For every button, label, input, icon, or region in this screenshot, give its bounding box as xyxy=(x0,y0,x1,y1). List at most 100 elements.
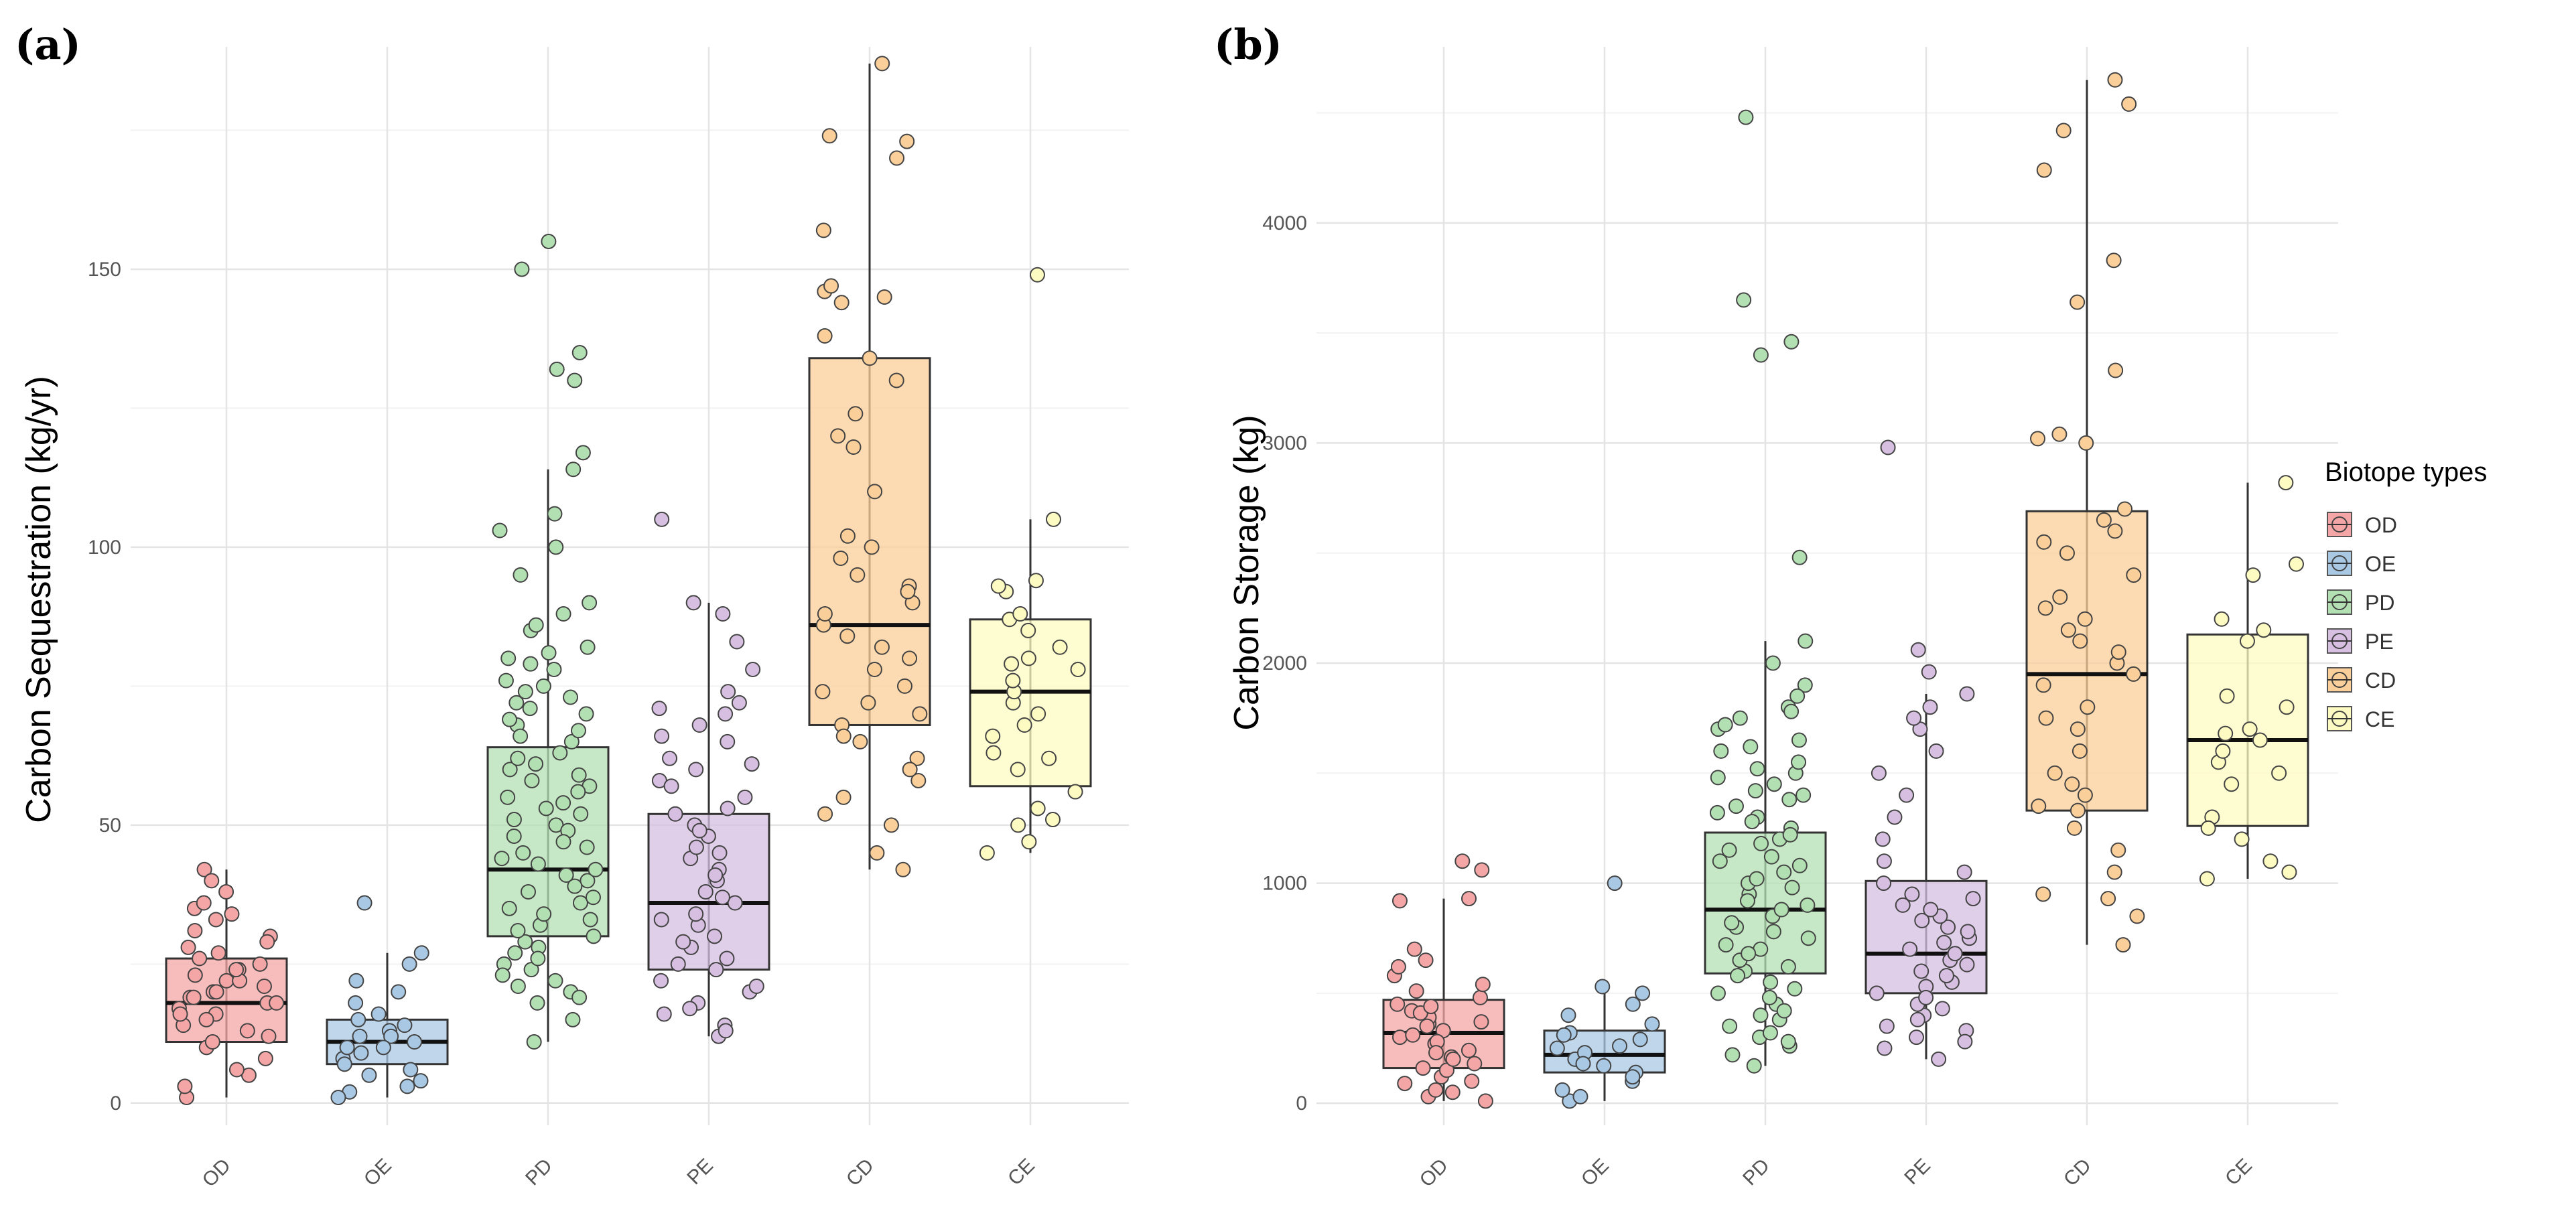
legend-label-ce: CE xyxy=(2365,707,2394,731)
data-point-cd xyxy=(910,772,927,788)
data-point-od xyxy=(1415,1060,1431,1076)
data-point-pe xyxy=(737,789,753,805)
data-point-od xyxy=(1408,983,1424,999)
data-point-pd xyxy=(500,789,516,805)
data-point-oe xyxy=(401,956,417,972)
data-point-pd xyxy=(1791,732,1807,748)
data-point-pd xyxy=(492,522,508,539)
data-point-ce xyxy=(1010,817,1026,833)
data-point-pd xyxy=(1782,827,1798,843)
data-point-od xyxy=(1473,1014,1489,1030)
x-tick-label-ce: CE xyxy=(1004,1155,1039,1190)
data-point-pe xyxy=(1960,924,1976,940)
data-point-cd xyxy=(867,484,883,500)
data-point-oe xyxy=(1575,1056,1591,1072)
data-point-pd xyxy=(523,656,539,672)
y-tick-label: 50 xyxy=(99,814,121,837)
x-tick-label-od: OD xyxy=(1416,1155,1452,1192)
data-point-cd xyxy=(2077,787,2093,803)
data-point-pd xyxy=(494,967,511,983)
data-point-ce xyxy=(1045,511,1061,527)
data-point-pe xyxy=(654,728,670,744)
data-point-pd xyxy=(541,645,557,661)
data-point-cd xyxy=(835,728,852,744)
data-point-cd xyxy=(835,789,852,805)
data-point-pd xyxy=(555,795,571,811)
data-point-pd xyxy=(1784,879,1800,896)
data-point-cd xyxy=(876,289,892,305)
data-point-ce xyxy=(2224,776,2240,792)
data-point-pe xyxy=(1947,946,1963,962)
data-point-pe xyxy=(1928,743,1944,759)
data-point-pd xyxy=(1739,893,1755,909)
data-point-oe xyxy=(1625,996,1641,1012)
data-point-ce xyxy=(1041,750,1057,766)
data-point-pd xyxy=(515,845,531,861)
data-point-od xyxy=(1475,977,1491,993)
data-point-od xyxy=(1405,1027,1421,1043)
data-point-cd xyxy=(2072,743,2088,759)
data-point-cd xyxy=(902,762,918,778)
data-point-cd xyxy=(902,650,918,666)
y-tick-label: 2000 xyxy=(1262,652,1307,674)
data-point-cd xyxy=(2036,162,2052,178)
data-point-pd xyxy=(1721,842,1737,858)
data-point-pd xyxy=(506,828,522,844)
data-point-pe xyxy=(1895,897,1911,913)
y-axis-label: Carbon Storage (kg) xyxy=(1227,415,1266,730)
data-point-pd xyxy=(582,912,598,928)
data-point-pd xyxy=(1776,1003,1792,1019)
data-point-pe xyxy=(1913,963,1929,979)
data-point-pe xyxy=(1869,985,1885,1001)
data-point-cd xyxy=(895,861,911,877)
data-point-pd xyxy=(1766,776,1782,792)
data-point-ce xyxy=(2218,725,2234,741)
data-point-pd xyxy=(1724,915,1740,931)
data-point-cd xyxy=(889,150,905,166)
data-point-od xyxy=(1392,893,1408,909)
data-point-ce xyxy=(985,728,1001,744)
data-point-cd xyxy=(2052,589,2068,605)
data-point-pe xyxy=(688,839,704,855)
data-point-pe xyxy=(727,895,743,911)
data-point-pd xyxy=(514,261,530,277)
data-point-ce xyxy=(2256,622,2272,638)
data-point-pd xyxy=(1713,743,1729,759)
data-point-pe xyxy=(1931,1051,1947,1067)
data-point-oe xyxy=(1635,985,1651,1001)
data-point-pe xyxy=(1914,912,1930,928)
data-point-cd xyxy=(866,661,882,677)
y-tick-label: 150 xyxy=(88,259,121,281)
data-point-pd xyxy=(510,750,526,766)
data-point-pe xyxy=(662,750,678,766)
data-point-pd xyxy=(529,995,545,1011)
data-point-pd xyxy=(1765,655,1781,671)
data-point-cd xyxy=(909,750,925,766)
data-point-pd xyxy=(510,979,526,995)
data-point-pd xyxy=(1732,710,1748,726)
data-point-pe xyxy=(1918,989,1934,1005)
data-point-cd xyxy=(2100,891,2116,907)
data-point-oe xyxy=(407,1034,423,1050)
data-point-cd xyxy=(2030,431,2046,447)
data-point-oe xyxy=(353,1045,369,1061)
y-tick-label: 1000 xyxy=(1262,873,1307,895)
data-point-pd xyxy=(528,617,544,633)
data-point-pd xyxy=(555,834,571,850)
data-point-od xyxy=(1397,1076,1413,1092)
data-point-pd xyxy=(500,650,517,666)
data-point-oe xyxy=(1625,1069,1641,1085)
data-point-ce xyxy=(2279,699,2295,715)
data-point-pd xyxy=(571,344,588,360)
data-point-cd xyxy=(2129,908,2145,924)
data-point-pd xyxy=(1780,1033,1796,1050)
data-point-cd xyxy=(2036,534,2052,550)
data-point-cd xyxy=(823,278,839,294)
data-point-pe xyxy=(1871,765,1887,781)
data-point-od xyxy=(208,984,224,1000)
data-point-od xyxy=(1474,862,1490,878)
data-point-pd xyxy=(571,989,588,1005)
data-point-oe xyxy=(403,1062,419,1078)
data-point-od xyxy=(239,1023,255,1039)
data-point-cd xyxy=(896,678,912,694)
